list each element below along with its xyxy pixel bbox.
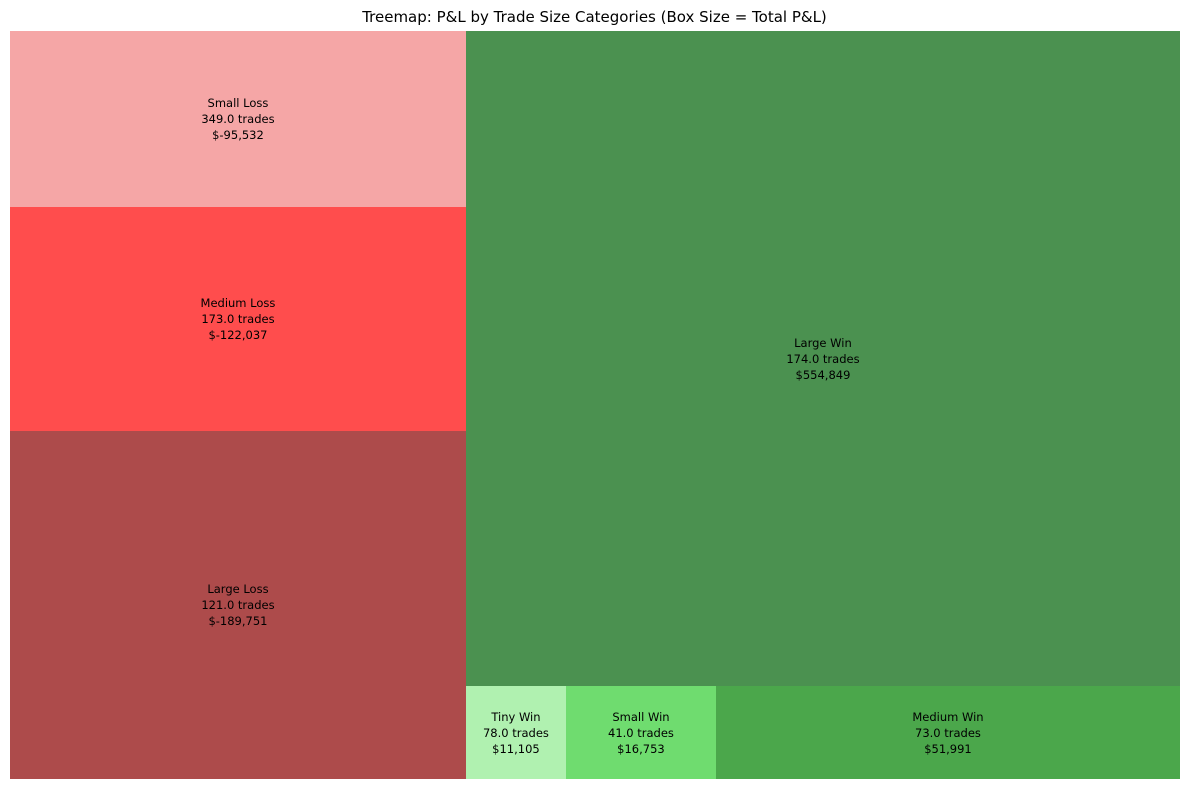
tile-text-block: Large Win 174.0 trades $554,849 [786,335,859,383]
treemap-tile-small-win: Small Win 41.0 trades $16,753 [565,686,716,779]
treemap-plot: Small Loss 349.0 trades $-95,532 Medium … [10,31,1180,779]
tile-trades: 41.0 trades [608,725,674,740]
treemap-tile-large-win: Large Win 174.0 trades $554,849 [465,31,1180,687]
chart-title: Treemap: P&L by Trade Size Categories (B… [362,8,827,26]
tile-text-block: Small Loss 349.0 trades $-95,532 [201,95,274,143]
tile-pnl: $-122,037 [208,328,268,342]
tile-pnl: $51,991 [924,741,972,756]
treemap-tile-small-loss: Small Loss 349.0 trades $-95,532 [10,31,466,207]
tile-pnl: $16,753 [617,741,665,756]
tile-label: Small Win [612,709,670,724]
tile-trades: 121.0 trades [201,598,275,612]
tile-trades: 73.0 trades [915,725,981,740]
tile-label: Tiny Win [491,709,541,724]
tile-pnl: $-95,532 [212,128,264,142]
treemap-tile-medium-win: Medium Win 73.0 trades $51,991 [715,686,1180,779]
tile-trades: 349.0 trades [201,112,275,126]
tile-pnl: $-189,751 [208,614,268,628]
tile-text-block: Small Win 41.0 trades $16,753 [608,709,674,757]
tile-label: Medium Loss [200,296,276,310]
tile-label: Large Loss [207,582,269,596]
tile-text-block: Large Loss 121.0 trades $-189,751 [201,581,274,629]
tile-pnl: $11,105 [492,741,540,756]
tile-text-block: Tiny Win 78.0 trades $11,105 [483,709,549,757]
tile-label: Small Loss [207,96,269,110]
tile-trades: 173.0 trades [201,312,275,326]
tile-trades: 174.0 trades [786,351,860,366]
tile-trades: 78.0 trades [482,725,549,740]
tile-pnl: $554,849 [795,367,851,382]
treemap-tile-medium-loss: Medium Loss 173.0 trades $-122,037 [10,207,466,432]
treemap-tile-large-loss: Large Loss 121.0 trades $-189,751 [10,431,466,779]
treemap-tile-tiny-win: Tiny Win 78.0 trades $11,105 [465,686,566,779]
tile-text-block: Medium Loss 173.0 trades $-122,037 [201,295,276,343]
tile-text-block: Medium Win 73.0 trades $51,991 [912,709,983,757]
tile-label: Medium Win [912,709,984,724]
tile-label: Large Win [794,335,852,350]
